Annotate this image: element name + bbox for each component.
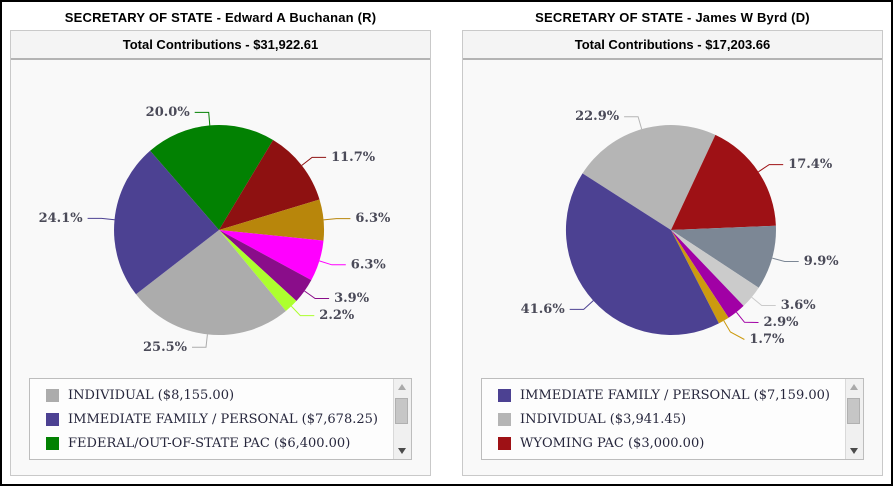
label-leader-line [194, 111, 211, 126]
slice-percent-label: 3.6% [781, 298, 817, 313]
slice-percent-label: 17.4% [788, 157, 833, 172]
pie-slice[interactable] [114, 150, 219, 295]
legend-swatch-icon [46, 436, 60, 450]
race-candidate-title: SECRETARY OF STATE - Edward A Buchanan (… [64, 10, 377, 25]
pie-slice[interactable] [582, 125, 716, 230]
pie-slice[interactable] [219, 199, 325, 241]
pie-slice[interactable] [671, 230, 759, 306]
legend-items: IMMEDIATE FAMILY / PERSONAL ($7,159.00) I… [498, 383, 830, 455]
scroll-up-icon[interactable] [398, 384, 406, 390]
scroll-down-icon[interactable] [398, 448, 406, 454]
candidate-panel-buchanan: SECRETARY OF STATE - Edward A Buchanan (… [10, 8, 431, 476]
legend-box: IMMEDIATE FAMILY / PERSONAL ($7,159.00) I… [481, 378, 864, 460]
scroll-thumb[interactable] [847, 398, 860, 424]
legend-swatch-icon [498, 388, 512, 402]
total-contributions-header: Total Contributions - $31,922.61 [11, 31, 430, 60]
pie-slice[interactable] [671, 230, 744, 318]
slice-percent-label: 9.9% [804, 254, 840, 269]
label-leader-line [301, 156, 327, 166]
label-leader-line [319, 260, 346, 266]
legend-label: INDIVIDUAL ($3,941.45) [520, 411, 687, 427]
legend-list[interactable]: INDIVIDUAL ($8,155.00) IMMEDIATE FAMILY /… [30, 383, 394, 459]
slice-percent-label: 22.9% [575, 109, 620, 124]
legend-list[interactable]: IMMEDIATE FAMILY / PERSONAL ($7,159.00) I… [482, 383, 846, 459]
pie-chart-area: 20.0% 11.7% 6.3% 6.3% 3.9% 2.2% 25.5% 24.1% IND… [11, 60, 430, 475]
legend-item: IMMEDIATE FAMILY / PERSONAL ($7,159.00) [498, 383, 830, 407]
legend-items: INDIVIDUAL ($8,155.00) IMMEDIATE FAMILY /… [46, 383, 378, 455]
legend-label: INDIVIDUAL ($8,155.00) [68, 387, 235, 403]
panels-row: SECRETARY OF STATE - Edward A Buchanan (… [10, 8, 883, 476]
legend-label: WYOMING PAC ($3,000.00) [520, 435, 705, 451]
pie-slice[interactable] [219, 230, 312, 301]
slice-percent-label: 1.7% [749, 332, 785, 347]
slice-percent-label: 24.1% [39, 211, 84, 226]
label-leader-line [758, 164, 784, 173]
label-leader-line [87, 217, 115, 221]
legend-scrollbar[interactable] [845, 379, 863, 459]
pie-chart[interactable]: 20.0% 11.7% 6.3% 6.3% 3.9% 2.2% 25.5% 24.1% [11, 60, 430, 372]
legend-item: INDIVIDUAL ($8,155.00) [46, 383, 378, 407]
label-leader-line [323, 218, 351, 221]
pie-slice[interactable] [671, 134, 776, 230]
pie-slice[interactable] [565, 173, 719, 335]
pie-slice[interactable] [136, 230, 286, 336]
total-contributions-header: Total Contributions - $17,203.66 [463, 31, 882, 60]
scroll-down-icon[interactable] [850, 448, 858, 454]
pie-chart-area: 22.9% 17.4% 9.9% 3.6% 2.9% 1.7% 41.6% IMMEDIAT… [463, 60, 882, 475]
label-leader-line [290, 305, 315, 317]
scroll-thumb[interactable] [395, 398, 408, 424]
pie-slice[interactable] [150, 125, 274, 230]
legend-item: IMMEDIATE FAMILY / PERSONAL ($7,678.25) [46, 407, 378, 431]
legend-item: INDIVIDUAL ($3,941.45) [498, 407, 830, 431]
legend-label: IMMEDIATE FAMILY / PERSONAL ($7,678.25) [68, 411, 378, 427]
race-candidate-title: SECRETARY OF STATE - James W Byrd (D) [535, 10, 810, 25]
slice-percent-label: 20.0% [146, 105, 191, 120]
slice-percent-label: 11.7% [331, 150, 376, 165]
candidate-panel-byrd: SECRETARY OF STATE - James W Byrd (D) To… [462, 8, 883, 476]
slice-percent-label: 6.3% [355, 211, 391, 226]
chart-card: Total Contributions - $17,203.66 22.9% 17… [462, 30, 883, 476]
legend-label: IMMEDIATE FAMILY / PERSONAL ($7,159.00) [520, 387, 830, 403]
slice-percent-label: 2.9% [764, 315, 800, 330]
slice-percent-label: 2.2% [319, 308, 355, 323]
pie-slice[interactable] [219, 230, 297, 311]
scroll-up-icon[interactable] [850, 384, 858, 390]
slice-percent-label: 3.9% [334, 291, 370, 306]
legend-item: FEDERAL/OUT-OF-STATE PAC ($6,400.00) [46, 431, 378, 455]
label-leader-line [304, 290, 330, 299]
slice-percent-label: 6.3% [351, 257, 387, 272]
legend-swatch-icon [46, 388, 60, 402]
label-leader-line [723, 320, 745, 340]
legend-box: INDIVIDUAL ($8,155.00) IMMEDIATE FAMILY /… [29, 378, 412, 460]
label-leader-line [624, 116, 643, 130]
pie-slice[interactable] [671, 230, 729, 324]
label-leader-line [751, 296, 776, 306]
pie-slice[interactable] [219, 140, 320, 230]
slice-percent-label: 41.6% [521, 302, 566, 317]
label-leader-line [569, 300, 594, 310]
chart-card: Total Contributions - $31,922.61 20.0% 11… [10, 30, 431, 476]
legend-swatch-icon [46, 412, 60, 426]
legend-item: WYOMING PAC ($3,000.00) [498, 431, 830, 455]
pie-slice[interactable] [671, 225, 776, 288]
legend-swatch-icon [498, 412, 512, 426]
legend-swatch-icon [498, 436, 512, 450]
label-leader-line [772, 257, 799, 262]
pie-slice[interactable] [219, 230, 324, 281]
pie-chart[interactable]: 22.9% 17.4% 9.9% 3.6% 2.9% 1.7% 41.6% [463, 60, 882, 372]
legend-scrollbar[interactable] [393, 379, 411, 459]
label-leader-line [736, 311, 759, 323]
label-leader-line [192, 334, 208, 348]
slice-percent-label: 25.5% [143, 340, 188, 355]
legend-label: FEDERAL/OUT-OF-STATE PAC ($6,400.00) [68, 435, 351, 451]
